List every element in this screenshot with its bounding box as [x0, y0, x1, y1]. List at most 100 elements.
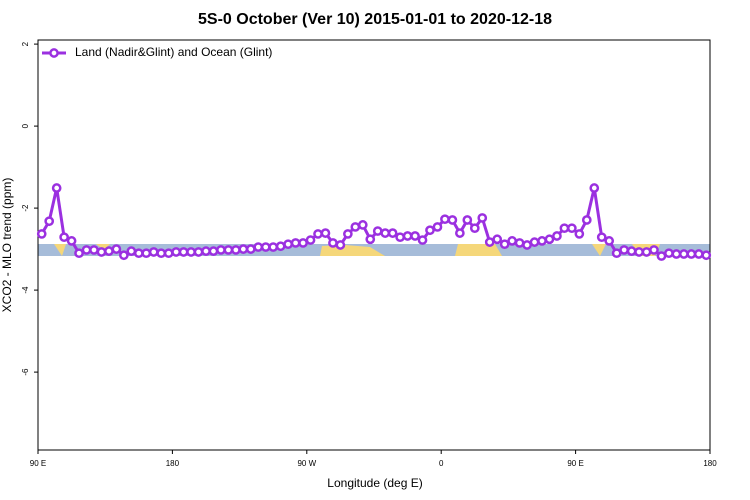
data-point	[634, 247, 644, 257]
data-point	[522, 240, 532, 250]
data-point	[89, 245, 99, 255]
data-point	[328, 238, 338, 248]
data-point	[492, 234, 503, 245]
data-point	[66, 236, 77, 246]
data-point	[44, 216, 55, 227]
data-point	[268, 242, 279, 252]
data-point	[350, 222, 361, 232]
data-point	[216, 245, 226, 255]
chart-title: 5S-0 October (Ver 10) 2015-01-01 to 2020…	[198, 11, 552, 28]
data-point	[447, 215, 458, 225]
data-point	[357, 220, 368, 230]
data-point	[559, 223, 570, 234]
data-point	[462, 215, 473, 225]
data-point	[484, 237, 495, 247]
legend: Land (Nadir&Glint) and Ocean (Glint)	[42, 45, 272, 59]
data-point	[335, 240, 346, 250]
data-point	[372, 226, 383, 236]
data-point	[51, 183, 62, 193]
data-point	[260, 242, 271, 252]
data-point	[425, 225, 435, 236]
data-point	[596, 232, 607, 243]
data-point	[656, 251, 667, 261]
data-point	[133, 248, 144, 259]
data-point	[604, 236, 615, 246]
data-point	[440, 214, 450, 225]
data-point	[74, 248, 84, 259]
x-axis-label: Longitude (deg E)	[327, 476, 422, 490]
data-point	[305, 235, 316, 245]
data-point	[701, 250, 712, 261]
data-point	[380, 228, 391, 238]
data-point	[574, 229, 585, 239]
data-point	[619, 245, 629, 255]
x-tick-label: 90 W	[297, 459, 316, 468]
y-tick-label: -6	[21, 368, 30, 376]
data-point	[148, 247, 159, 257]
data-point	[290, 238, 301, 248]
data-point	[343, 229, 353, 239]
data-point	[193, 247, 204, 257]
data-point	[96, 247, 107, 257]
data-point	[365, 234, 376, 245]
x-tick-label: 0	[439, 459, 444, 468]
data-point	[313, 229, 323, 239]
data-point	[567, 223, 577, 234]
y-tick-label: -2	[21, 204, 30, 212]
data-point	[126, 246, 137, 256]
data-point	[119, 250, 129, 261]
data-point	[469, 223, 480, 234]
data-point	[544, 234, 555, 245]
data-point	[201, 246, 211, 256]
data-point	[163, 248, 174, 259]
y-axis-label: XCO2 - MLO trend (ppm)	[0, 178, 14, 313]
data-point	[36, 229, 47, 239]
data-point	[186, 247, 196, 257]
data-point	[223, 245, 234, 255]
data-point	[552, 231, 562, 241]
data-point	[59, 232, 69, 243]
data-point	[178, 247, 189, 257]
x-tick-label: 180	[166, 459, 180, 468]
data-point	[283, 239, 293, 250]
data-point	[253, 242, 264, 252]
data-point	[581, 215, 592, 225]
data-point	[671, 249, 682, 259]
y-tick-label: 2	[21, 41, 30, 46]
data-point	[507, 236, 517, 246]
data-point	[275, 241, 286, 252]
data-point	[417, 235, 428, 245]
data-point	[141, 248, 152, 259]
data-point	[245, 244, 256, 254]
data-point	[664, 248, 674, 259]
data-point	[320, 228, 331, 238]
legend-marker	[49, 48, 59, 58]
legend-label: Land (Nadir&Glint) and Ocean (Glint)	[75, 45, 272, 59]
data-point	[611, 248, 622, 259]
data-point	[402, 231, 413, 241]
data-point	[693, 249, 704, 259]
y-tick-label: -4	[21, 286, 30, 294]
data-point	[81, 245, 92, 255]
data-point	[477, 213, 488, 223]
data-point	[529, 237, 540, 247]
data-point	[298, 238, 308, 248]
data-point	[679, 249, 689, 259]
data-point	[395, 232, 405, 243]
plot-frame	[37, 39, 711, 451]
data-point	[514, 238, 525, 248]
x-tick-label: 90 E	[30, 459, 46, 468]
data-point	[686, 249, 697, 259]
data-point	[499, 239, 510, 250]
data-point	[231, 245, 241, 255]
data-point	[641, 247, 652, 257]
y-tick-label: 0	[21, 123, 30, 128]
data-point	[171, 247, 181, 257]
data-point	[111, 244, 122, 254]
data-point	[238, 244, 249, 254]
data-point	[626, 246, 637, 256]
data-point	[589, 183, 600, 193]
data-point	[387, 228, 398, 238]
x-tick-label: 90 E	[567, 459, 583, 468]
